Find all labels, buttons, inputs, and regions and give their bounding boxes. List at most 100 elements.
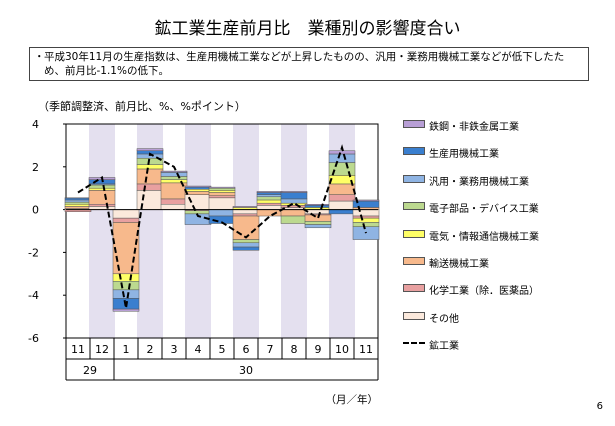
x-tick-label: 12 (95, 343, 109, 356)
legend-label: 生産用機械工業 (429, 149, 499, 161)
bar-segment (304, 224, 332, 229)
bar-segment (112, 217, 140, 223)
bar-segment (232, 239, 260, 244)
bar-segment (280, 191, 308, 193)
legend-swatch (403, 257, 425, 265)
bar-segment (256, 199, 284, 204)
bar-segment (88, 204, 116, 207)
bar-segment (280, 205, 308, 208)
x-tick-label: 3 (171, 343, 178, 356)
y-tick-label: -2 (28, 246, 39, 259)
legend-label: 電子部品・デバイス工業 (429, 204, 539, 216)
bar-segment (184, 194, 212, 210)
bar-segment (184, 210, 212, 215)
y-tick-label: -6 (28, 332, 39, 345)
year-label: 30 (239, 364, 253, 377)
bar-segment (352, 199, 380, 202)
bar-segment (112, 308, 140, 312)
bar-segment (256, 205, 284, 210)
total-line (77, 144, 367, 309)
bar-segment (208, 187, 236, 191)
bar-segment (160, 176, 188, 180)
bar-segment (208, 190, 236, 193)
bar-segment (328, 209, 356, 215)
summary-text: 平成30年11月の生産指数は、生産用機械工業などが上昇したものの、汎用・業務用機… (44, 51, 565, 77)
legend-swatch (403, 174, 425, 183)
bar-segment (256, 191, 284, 193)
bar-segment (112, 281, 140, 291)
bar-segment (232, 206, 260, 208)
legend-label: 鉄鋼・非鉄金属工業 (429, 122, 519, 133)
bar-segment (256, 196, 284, 201)
bar-segment (232, 215, 260, 240)
bar-segment (136, 183, 164, 191)
bar-segment (208, 195, 236, 199)
shaded-band (89, 124, 115, 338)
bar-segment (280, 209, 308, 217)
legend-swatch (403, 120, 425, 128)
summary-bullet: ・ (34, 51, 45, 63)
shaded-band (185, 124, 211, 338)
bar-segment (208, 192, 236, 196)
legend-swatch (403, 311, 425, 320)
x-unit-label: （月／年） (326, 393, 379, 406)
x-tick-label: 11 (71, 343, 85, 356)
bar-segment (352, 209, 380, 217)
bar-segment (64, 201, 92, 205)
bar-segment (160, 198, 188, 205)
bar-segment (280, 202, 308, 206)
x-tick-label: 11 (359, 343, 373, 356)
x-tick-label: 6 (243, 343, 250, 356)
bar-segment (232, 213, 260, 217)
x-tick-label: 10 (335, 343, 349, 356)
bar-segment (160, 204, 188, 210)
bar-segment (184, 186, 212, 190)
bar-segment (160, 170, 188, 173)
bar-segment (208, 186, 236, 189)
summary-box: ・ 平成30年11月の生産指数は、生産用機械工業などが上昇したものの、汎用・業務… (29, 47, 589, 81)
x-tick-label: 1 (123, 343, 130, 356)
legend-label: 汎用・業務用機械工業 (429, 176, 529, 188)
year-label: 29 (83, 364, 97, 377)
legend-label: その他 (429, 313, 459, 325)
bar-segment (112, 289, 140, 299)
bar-segment (256, 202, 284, 206)
bar-segment (256, 194, 284, 198)
bar-segment (184, 185, 212, 188)
legend-swatch (403, 147, 425, 156)
bar-segment (232, 242, 260, 248)
x-tick-label: 9 (315, 343, 322, 356)
bar-segment (304, 209, 332, 215)
bar-segment (136, 168, 164, 185)
legend-swatch (403, 284, 425, 293)
legend-label: 鉱工業 (429, 341, 459, 353)
page-number: 6 (596, 401, 603, 412)
legend-swatch (403, 202, 425, 211)
y-tick-label: 0 (32, 204, 39, 217)
bar-segment (232, 246, 260, 251)
x-tick-label: 7 (267, 343, 274, 356)
legend-swatch (403, 229, 425, 238)
bar-segment (88, 190, 116, 205)
bar-segment (256, 192, 284, 195)
bar-segment (304, 205, 332, 208)
y-tick-label: -4 (28, 289, 39, 302)
bar-segment (232, 209, 260, 215)
bar-segment (280, 192, 308, 200)
bar-segment (208, 197, 236, 210)
bar-segment (64, 206, 92, 209)
bar-segment (112, 209, 140, 219)
bar-segment (136, 164, 164, 170)
bar-segment (328, 153, 356, 163)
bar-segment (136, 148, 164, 152)
x-tick-label: 8 (291, 343, 298, 356)
legend-label: 電気・情報通信機械工業 (429, 231, 539, 243)
y-tick-label: 4 (32, 118, 39, 131)
bar-segment (328, 183, 356, 195)
bar-segment (328, 194, 356, 202)
bar-segment (304, 204, 332, 206)
bar-segment (352, 217, 380, 223)
x-tick-label: 2 (147, 343, 154, 356)
x-tick-label: 5 (219, 343, 226, 356)
